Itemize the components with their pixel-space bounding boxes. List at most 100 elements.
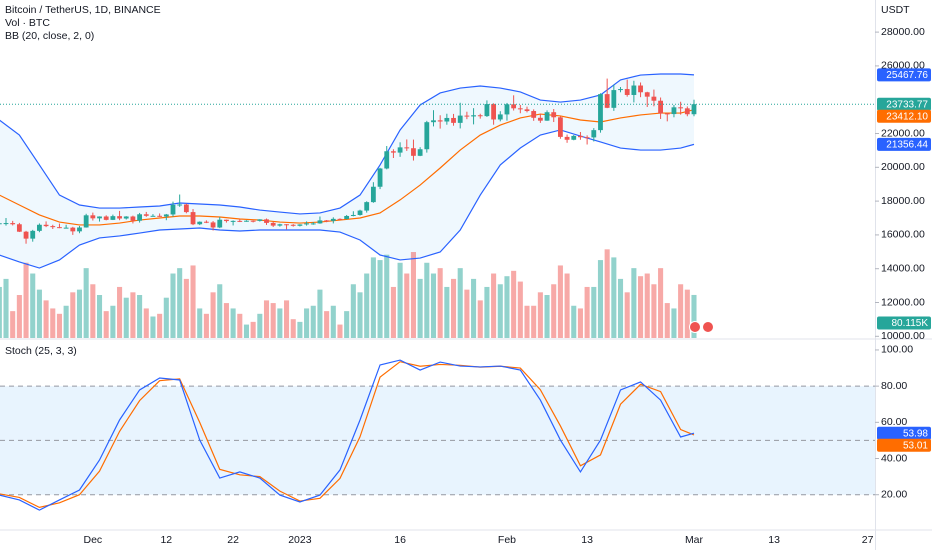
candle-body [163, 214, 169, 217]
candle-body [297, 224, 303, 226]
volume-bar [504, 276, 510, 338]
candle-body [157, 215, 163, 217]
volume-bar [63, 305, 69, 338]
value-pill [877, 438, 931, 452]
candle-body [143, 214, 149, 216]
candle-body [330, 218, 336, 221]
stoch-d-line [0, 361, 695, 509]
volume-bar [284, 300, 290, 338]
candle-body [364, 202, 370, 211]
candle-body [431, 120, 436, 123]
volume-bar [250, 321, 256, 338]
volume-bar [324, 311, 330, 338]
stoch-legend: Stoch (25, 3, 3) [5, 345, 77, 357]
value-pill-label: 21356.44 [886, 140, 928, 151]
volume-bar [624, 292, 630, 338]
volume-bar [531, 305, 537, 338]
stoch-tick-label: 100.00 [881, 344, 913, 356]
candle-body [584, 137, 590, 139]
candle-body [651, 96, 657, 101]
candle-body [384, 151, 390, 169]
x-tick-label: 16 [394, 534, 406, 546]
candle-body [370, 186, 376, 203]
candle-body [290, 224, 296, 226]
candle-body [411, 148, 416, 156]
event-flag [702, 321, 714, 333]
candle-body [190, 212, 196, 225]
volume-bar [390, 286, 396, 338]
bb-lower-line [0, 129, 695, 269]
candle-body [257, 219, 263, 221]
y-tick-label: 14000.00 [881, 262, 925, 274]
x-tick-label: Dec [83, 534, 102, 546]
candle-body [90, 215, 96, 219]
candle-body [110, 216, 116, 220]
candle-body [310, 223, 316, 225]
volume-bar [671, 308, 677, 338]
candle-body [337, 218, 343, 220]
candle-body [284, 224, 289, 226]
value-pill [877, 316, 931, 330]
candle-body [491, 104, 497, 120]
candle-body [611, 90, 617, 108]
y-tick-label: 20000.00 [881, 161, 925, 173]
value-pill-label: 53.01 [903, 440, 928, 451]
volume-bar [190, 265, 196, 338]
volume-bar [404, 273, 410, 338]
candle-body [391, 151, 396, 153]
candle-body [457, 115, 463, 123]
x-tick-label: Mar [685, 534, 704, 546]
candle-body [70, 227, 76, 232]
candle-body [684, 108, 690, 115]
candle-body [417, 149, 423, 156]
x-tick-label: 22 [227, 534, 239, 546]
candle-body [270, 222, 276, 226]
candle-body [63, 227, 69, 229]
candle-body [598, 94, 603, 131]
volume-bar [183, 278, 189, 338]
volume-bar [76, 289, 83, 338]
volume-bar [330, 305, 336, 338]
candle-body [424, 122, 430, 150]
candle-body [230, 220, 236, 222]
x-tick-label: 13 [768, 534, 780, 546]
candle-body [377, 168, 383, 187]
value-pill [877, 68, 931, 82]
value-pill-label: 53.98 [903, 428, 928, 439]
volume-bar [384, 254, 390, 338]
candle-body [444, 117, 450, 122]
volume-bar [43, 300, 49, 338]
candle-body [571, 135, 577, 140]
volume-bar [370, 257, 376, 338]
volume-bar [484, 286, 490, 338]
candle-body [524, 109, 530, 112]
volume-bar [678, 284, 684, 338]
x-tick-label: Feb [498, 534, 516, 546]
volume-bar [658, 268, 664, 338]
bb-legend: BB (20, close, 2, 0) [5, 30, 94, 42]
candle-body [644, 92, 650, 97]
volume-bar [290, 319, 296, 338]
value-pill-label: 80.115K [891, 318, 928, 329]
candle-body [277, 224, 283, 226]
volume-bar [270, 303, 276, 338]
volume-bar [497, 284, 503, 338]
volume-bar [263, 300, 270, 338]
candle-body [544, 112, 550, 121]
volume-bar [571, 305, 577, 338]
candle-body [137, 214, 143, 221]
candle-body [678, 107, 684, 109]
y-tick-label: 28000.00 [881, 26, 925, 38]
value-pill [877, 97, 931, 111]
volume-bar [457, 268, 463, 338]
volume-bar [424, 262, 430, 338]
candle-body [177, 204, 183, 206]
volume-bar [544, 295, 550, 338]
volume-bar [304, 308, 310, 338]
volume-bar [537, 292, 543, 338]
candle-body [404, 147, 410, 149]
volume-bar [317, 289, 323, 338]
volume-bar [50, 308, 56, 338]
candle-body [517, 108, 523, 110]
volume-bar [364, 273, 370, 338]
